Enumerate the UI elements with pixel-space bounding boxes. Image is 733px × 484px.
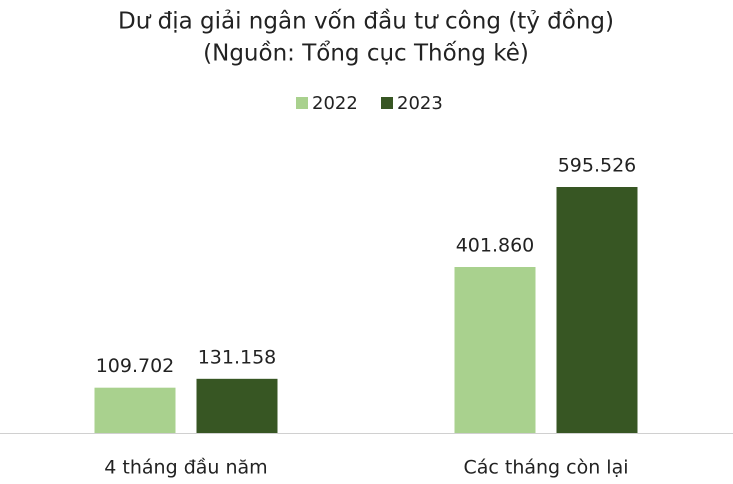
value-label: 109.702 <box>96 355 175 377</box>
x-tick-label: Các tháng còn lại <box>463 457 628 479</box>
chart-title: Dư địa giải ngân vốn đầu tư công (tỷ đồn… <box>118 9 614 35</box>
legend-swatch <box>296 97 308 109</box>
legend-swatch <box>381 97 393 109</box>
legend-label: 2023 <box>397 93 443 114</box>
value-label: 595.526 <box>558 155 637 177</box>
legend-label: 2022 <box>312 93 358 114</box>
value-label: 131.158 <box>198 346 277 368</box>
chart-subtitle: (Nguồn: Tổng cục Thống kê) <box>203 41 529 67</box>
bar <box>196 378 278 433</box>
x-tick-label: 4 tháng đầu năm <box>104 457 267 479</box>
bar <box>94 387 176 433</box>
bar <box>454 266 536 433</box>
value-label: 401.860 <box>456 234 535 256</box>
bar <box>556 187 638 433</box>
